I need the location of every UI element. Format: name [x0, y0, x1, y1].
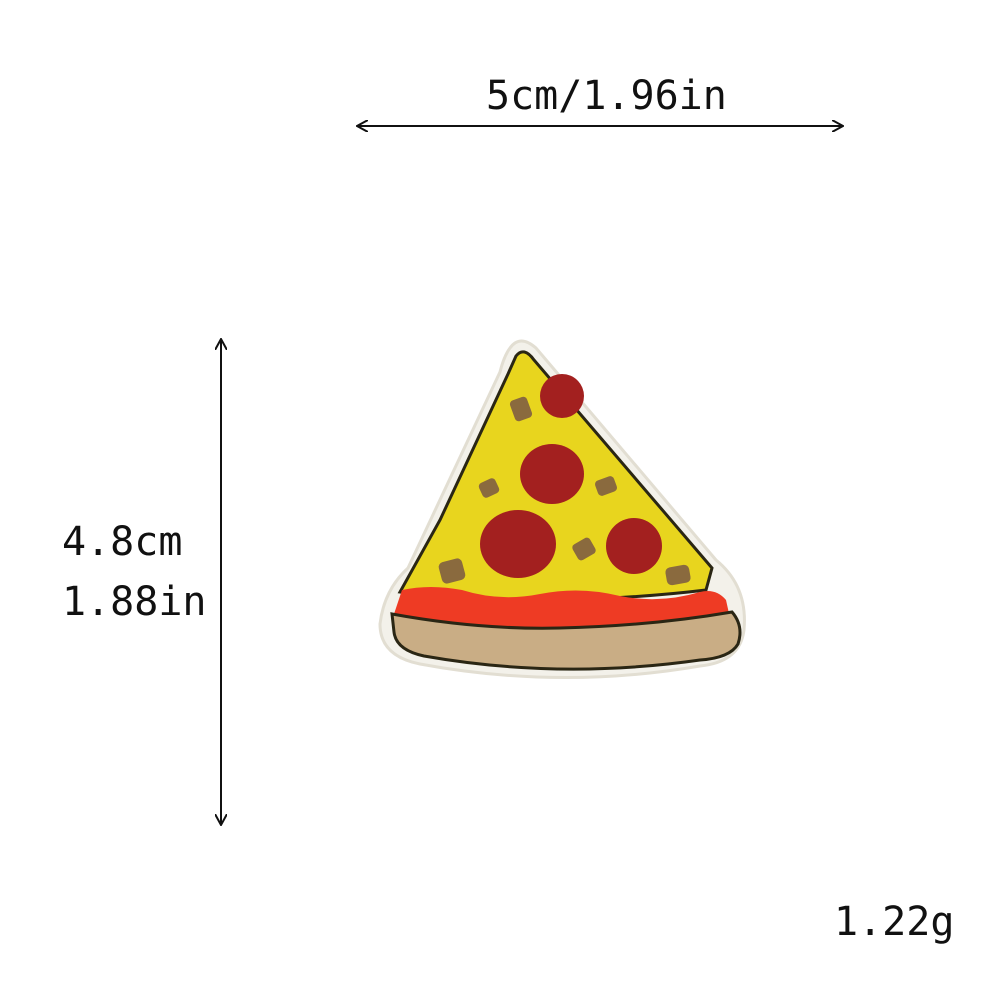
- pepperoni: [520, 444, 584, 504]
- pepperoni: [606, 518, 662, 574]
- height-dimension-cm: 4.8cm: [62, 519, 183, 565]
- topping: [572, 537, 596, 561]
- weight-label: 1.22g: [834, 899, 955, 945]
- topping: [478, 478, 500, 498]
- height-dimension-in: 1.88in: [62, 579, 207, 625]
- pizza-slice-patch: [378, 339, 746, 680]
- pepperoni: [540, 374, 584, 418]
- crust: [390, 610, 742, 671]
- sauce-band: [392, 587, 730, 630]
- topping: [438, 558, 466, 584]
- topping: [594, 476, 618, 496]
- width-dimension-label: 5cm/1.96in: [486, 73, 727, 119]
- topping: [509, 396, 533, 422]
- topping: [665, 564, 691, 586]
- pepperoni: [480, 510, 556, 578]
